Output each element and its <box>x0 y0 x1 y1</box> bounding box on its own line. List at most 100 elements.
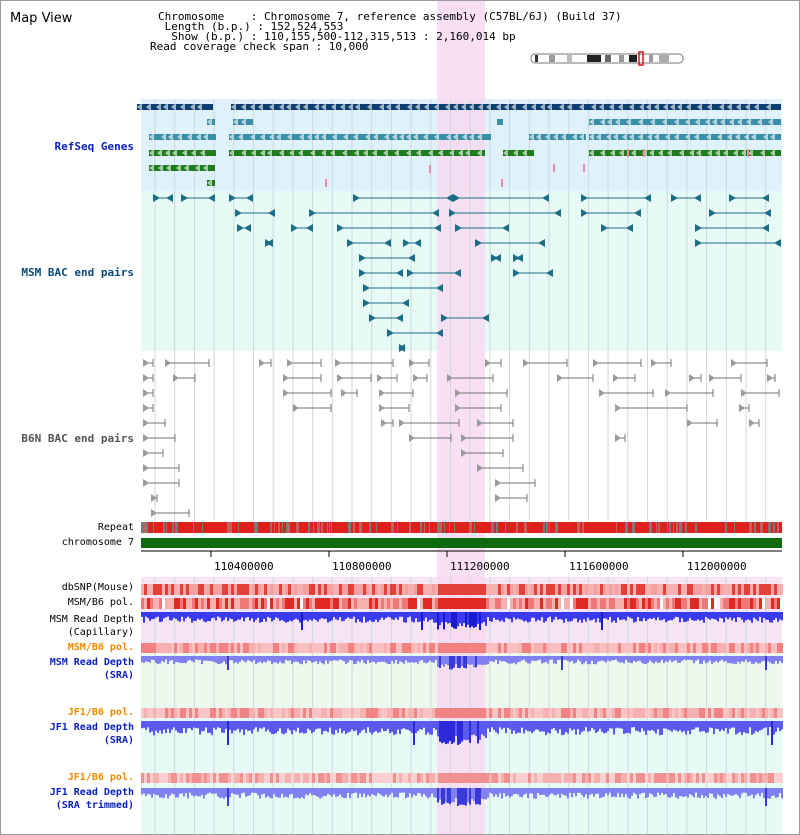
refseq-exon-arrow <box>741 149 746 157</box>
heat-cell <box>144 708 147 718</box>
depth-bar <box>445 788 447 803</box>
b6n-bac-end <box>151 494 157 502</box>
refseq-exon-arrow <box>314 133 319 141</box>
heat-cell <box>573 584 576 595</box>
heat-cell <box>462 598 465 609</box>
depth-bar <box>695 788 697 793</box>
heat-cell <box>774 708 777 718</box>
heat-cell <box>186 643 189 653</box>
depth-bar <box>779 721 781 732</box>
heat-cell <box>372 584 375 595</box>
depth-bar <box>627 656 629 663</box>
depth-bar <box>281 612 283 620</box>
depth-bar <box>347 721 349 733</box>
heat-cell <box>252 708 255 718</box>
track-label-refseq[interactable]: RefSeq Genes <box>54 140 134 153</box>
heat-cell <box>369 584 372 595</box>
heat-cell <box>651 598 654 609</box>
depth-bar <box>317 721 319 729</box>
heat-cell <box>345 708 348 718</box>
depth-bar <box>193 612 195 621</box>
track-label-msm-pol-sra: MSM/B6 pol. <box>67 642 134 653</box>
depth-bar <box>657 612 659 618</box>
depth-bar <box>715 656 717 662</box>
heat-cell <box>270 643 273 653</box>
heat-cell <box>468 598 471 609</box>
depth-bar <box>445 612 447 622</box>
depth-bar <box>677 788 679 799</box>
refseq-exon-arrow <box>168 133 173 141</box>
panel-title: Map View <box>10 11 73 26</box>
depth-bar <box>481 656 483 665</box>
depth-bar <box>551 788 553 794</box>
depth-bar <box>265 656 267 663</box>
heat-cell <box>264 598 267 609</box>
heat-cell <box>606 773 609 783</box>
refseq-exon-arrow <box>365 133 370 141</box>
depth-bar <box>501 656 503 662</box>
depth-bar <box>187 612 189 617</box>
depth-bar <box>639 612 641 621</box>
heat-cell <box>522 584 525 595</box>
refseq-exon-arrow <box>407 103 412 111</box>
depth-bar <box>655 788 657 797</box>
heat-cell <box>486 708 489 718</box>
msm-bac-end <box>266 239 273 247</box>
heat-cell <box>534 773 537 783</box>
depth-bar <box>355 721 357 731</box>
depth-bar <box>527 656 529 664</box>
heat-cell <box>468 773 471 783</box>
depth-bar <box>197 721 199 729</box>
refseq-exon-arrow <box>295 103 300 111</box>
msm-bac-end <box>166 194 173 202</box>
track-label-b6n-bac[interactable]: B6N BAC end pairs <box>21 432 134 445</box>
depth-bar <box>381 656 383 662</box>
heat-cell <box>384 584 387 595</box>
msm-bac-track[interactable] <box>153 194 781 352</box>
heat-cell <box>255 773 258 783</box>
heat-cell <box>738 584 741 595</box>
chromosome-ideogram[interactable] <box>530 51 684 66</box>
b6n-bac-track[interactable] <box>143 359 780 517</box>
heat-cell <box>528 598 531 609</box>
depth-bar <box>487 788 489 798</box>
heat-cell <box>180 598 183 609</box>
heat-cell <box>612 773 615 783</box>
depth-bar <box>307 721 309 729</box>
heat-cell <box>684 773 687 783</box>
heat-cell <box>771 598 774 609</box>
depth-bar <box>469 788 471 805</box>
refseq-exon-arrow <box>469 133 474 141</box>
depth-bar <box>461 721 463 742</box>
depth-bar <box>405 656 407 661</box>
track-label-msm-bac[interactable]: MSM BAC end pairs <box>21 266 134 279</box>
depth-bar <box>391 721 393 732</box>
refseq-exon-arrow <box>737 118 742 126</box>
depth-bar <box>303 788 305 799</box>
depth-bar <box>781 721 783 730</box>
depth-bar <box>379 721 381 733</box>
depth-bar <box>777 612 779 622</box>
depth-bar <box>415 721 417 734</box>
refseq-genes-track[interactable] <box>137 103 781 187</box>
track-label-msm-depth-sra: MSM Read Depth <box>49 657 134 668</box>
depth-bar <box>367 788 369 795</box>
heat-cell <box>552 773 555 783</box>
heat-cell <box>252 598 255 609</box>
heat-cell <box>246 773 249 783</box>
heat-cell <box>756 708 759 718</box>
heat-cell <box>204 598 207 609</box>
heat-cell <box>255 708 258 718</box>
depth-bar <box>503 721 505 728</box>
heat-cell <box>753 643 756 653</box>
heat-cell <box>576 708 579 718</box>
heat-cell <box>594 584 597 595</box>
depth-bar <box>341 656 343 661</box>
depth-bar <box>253 788 255 793</box>
repeat-element <box>582 522 584 533</box>
heat-cell <box>171 584 174 595</box>
depth-bar <box>763 656 765 661</box>
heat-cell <box>429 598 432 609</box>
heat-cell <box>498 773 501 783</box>
heat-cell <box>657 773 660 783</box>
